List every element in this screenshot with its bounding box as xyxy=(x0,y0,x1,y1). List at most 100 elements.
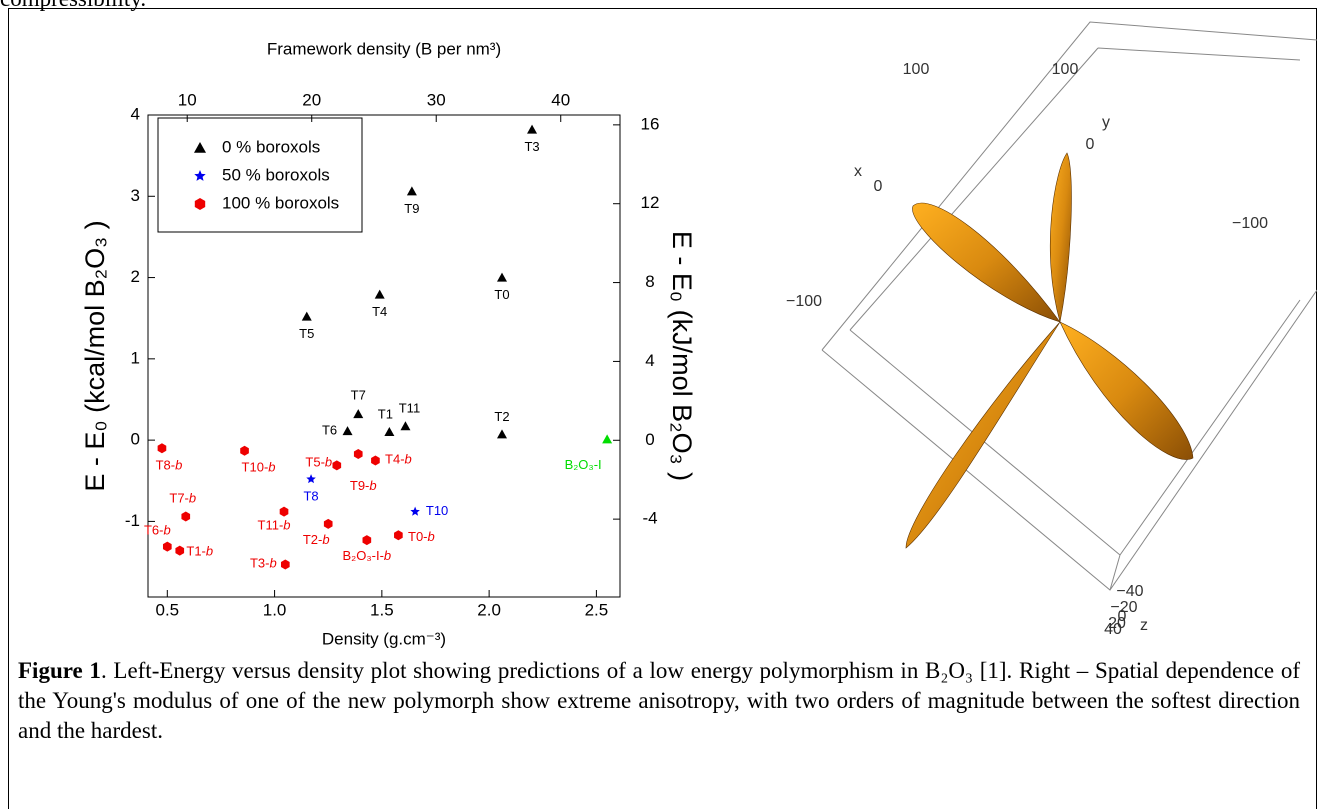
x2-axis-title: Framework density (B per nm³) xyxy=(267,39,501,58)
point-label: T5-b xyxy=(305,455,332,470)
x-tick-label: 0.5 xyxy=(155,600,179,619)
data-point xyxy=(410,507,420,516)
legend-label: 50 % boroxols xyxy=(222,165,330,184)
point-label: T6-b xyxy=(144,523,171,538)
point-label: T11 xyxy=(399,401,420,416)
axis-label: 100 xyxy=(1052,61,1079,78)
y-axis-title: E - E₀ (kcal/mol B₂O₃ ) xyxy=(80,220,110,491)
point-label: T4-b xyxy=(385,452,412,467)
data-point xyxy=(371,455,380,465)
data-point xyxy=(306,474,316,483)
y-tick-label: 1 xyxy=(131,348,140,367)
x-tick-label: 2.0 xyxy=(477,600,501,619)
legend-marker xyxy=(194,170,205,181)
point-label: T7 xyxy=(351,388,366,403)
data-point xyxy=(281,559,290,569)
y2-axis-title: E - E₀ (kJ/mol B₂O₃ ) xyxy=(667,231,697,481)
y-tick-label: 3 xyxy=(131,186,140,205)
axis-label: z xyxy=(1140,617,1148,634)
axis-label: 100 xyxy=(903,61,930,78)
point-label: T9 xyxy=(404,201,419,216)
point-label: T3-b xyxy=(250,556,277,571)
point-label: T10 xyxy=(426,503,448,518)
data-point xyxy=(497,429,507,438)
data-point xyxy=(175,546,184,556)
point-label: T1 xyxy=(378,406,393,421)
x2-tick-label: 10 xyxy=(178,90,197,109)
data-point xyxy=(602,434,612,443)
caption-text: . Left-Energy versus density plot showin… xyxy=(18,658,1300,743)
point-label: T4 xyxy=(372,304,387,319)
data-point xyxy=(280,507,289,517)
data-point xyxy=(527,125,537,134)
data-point xyxy=(302,312,312,321)
data-point xyxy=(332,460,341,470)
point-label: T6 xyxy=(322,423,337,438)
axis-label: −100 xyxy=(786,293,822,310)
point-label: T2-b xyxy=(303,532,330,547)
x-tick-label: 2.5 xyxy=(585,600,609,619)
data-point xyxy=(181,512,190,522)
x2-tick-label: 30 xyxy=(427,90,446,109)
lobe xyxy=(1060,322,1193,460)
data-point xyxy=(407,186,417,195)
data-point xyxy=(400,421,410,430)
y-tick-label: -1 xyxy=(125,511,140,530)
data-point xyxy=(324,519,333,529)
data-point xyxy=(354,449,363,459)
data-point xyxy=(497,273,507,282)
data-point xyxy=(375,290,385,299)
point-label: T8-b xyxy=(156,458,183,473)
point-label: T9-b xyxy=(350,478,377,493)
data-point xyxy=(384,427,394,436)
y2-tick-label: 4 xyxy=(645,351,654,370)
y-tick-label: 0 xyxy=(131,430,140,449)
point-label: T10-b xyxy=(242,460,276,475)
data-point xyxy=(163,542,172,552)
point-label: T7-b xyxy=(169,491,196,506)
axis-label: y xyxy=(1102,114,1110,131)
axis-label: x xyxy=(854,163,862,180)
lobe xyxy=(1050,153,1071,322)
point-label: T0-b xyxy=(408,530,435,545)
axis-label: 0 xyxy=(874,178,883,195)
caption-label: Figure 1 xyxy=(18,658,101,683)
axis-label: −40 xyxy=(1116,583,1143,600)
data-point xyxy=(363,535,372,545)
axis-label: 0 xyxy=(1086,136,1095,153)
point-label: T11-b xyxy=(258,518,291,533)
page: compressibility. 0.51.01.52.02.5-1012341… xyxy=(0,0,1317,809)
caption: Figure 1. Left-Energy versus density plo… xyxy=(18,656,1300,746)
point-label: T1-b xyxy=(186,544,213,559)
lobe xyxy=(906,322,1060,548)
y2-tick-label: 16 xyxy=(641,114,660,133)
point-label: B₂O₃-I xyxy=(565,457,602,472)
point-label: T5 xyxy=(299,326,314,341)
data-point xyxy=(240,446,249,456)
point-label: T0 xyxy=(494,287,509,302)
point-label: B₂O₃-I-b xyxy=(343,549,392,564)
data-point xyxy=(353,409,363,418)
data-point xyxy=(343,426,353,435)
legend-label: 0 % boroxols xyxy=(222,137,320,156)
legend-marker xyxy=(195,198,205,210)
axis-label: 40 xyxy=(1104,621,1122,638)
x-tick-label: 1.0 xyxy=(263,600,287,619)
y2-tick-label: 12 xyxy=(641,193,660,212)
point-label: T3 xyxy=(524,139,539,154)
legend-marker xyxy=(194,142,206,153)
bounding-box xyxy=(822,22,1317,590)
x-axis-title: Density (g.cm⁻³) xyxy=(322,629,446,648)
lobe xyxy=(912,203,1060,322)
data-point xyxy=(158,443,167,453)
y2-tick-label: -4 xyxy=(642,509,657,528)
data-point xyxy=(394,530,403,540)
plot-frame xyxy=(148,115,620,597)
y2-tick-label: 0 xyxy=(645,430,654,449)
x-tick-label: 1.5 xyxy=(370,600,394,619)
y-tick-label: 2 xyxy=(131,267,140,286)
point-label: T8 xyxy=(303,489,318,504)
young-modulus-plot xyxy=(822,22,1317,590)
